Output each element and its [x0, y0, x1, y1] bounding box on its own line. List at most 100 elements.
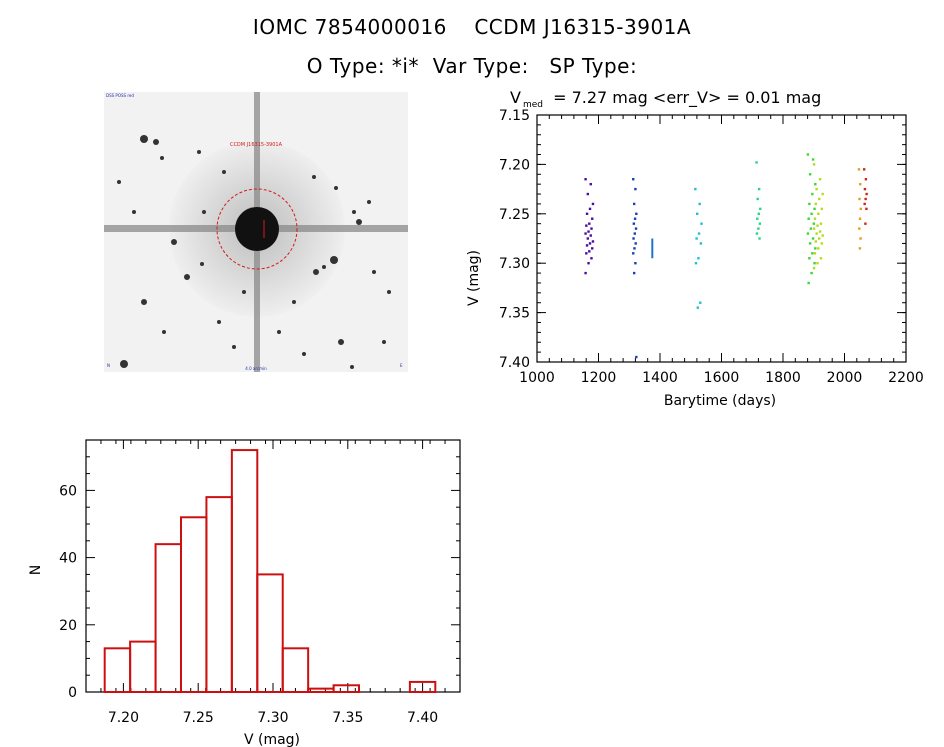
- data-point: [858, 217, 862, 220]
- data-point: [584, 232, 587, 235]
- x-tick-label: 1400: [642, 370, 678, 386]
- data-point: [810, 271, 813, 275]
- field-star: [197, 150, 201, 154]
- field-star: [292, 300, 296, 304]
- data-point: [821, 192, 824, 196]
- data-point: [589, 234, 592, 237]
- field-star: [352, 210, 356, 214]
- data-point: [694, 262, 698, 265]
- data-point: [634, 262, 637, 265]
- data-point: [591, 240, 595, 243]
- data-point: [808, 202, 811, 206]
- data-point: [696, 306, 700, 309]
- data-point: [758, 237, 761, 240]
- data-point: [591, 202, 595, 206]
- data-point: [864, 178, 868, 181]
- data-point: [812, 163, 816, 166]
- y-tick-label: 0: [68, 685, 77, 701]
- data-point: [811, 158, 815, 161]
- histogram-bar: [129, 640, 157, 694]
- y-tick-label: 60: [59, 483, 77, 499]
- x-tick-label: 1000: [519, 370, 555, 386]
- field-star: [132, 210, 136, 214]
- x-tick-label: 1600: [704, 370, 740, 386]
- data-point: [587, 230, 590, 233]
- data-point: [757, 227, 760, 230]
- field-star: [387, 290, 391, 294]
- image-scale-label: 4.0 arcmin: [245, 366, 267, 371]
- data-point: [698, 202, 701, 206]
- data-point: [814, 247, 817, 250]
- field-star: [222, 170, 226, 174]
- data-point: [634, 242, 637, 245]
- data-point: [634, 187, 637, 191]
- x-tick-label: 7.25: [183, 710, 214, 726]
- data-point: [806, 153, 810, 156]
- histogram-ylabel: N: [28, 565, 44, 575]
- data-point: [759, 207, 762, 211]
- data-point: [811, 237, 815, 240]
- star-finder-image: CCDM J16315-3901A DSS POSS red 4.0 arcmi…: [104, 92, 408, 372]
- x-tick-label: 1800: [765, 370, 801, 386]
- field-star: [217, 320, 221, 324]
- data-point: [589, 182, 592, 186]
- data-point: [864, 197, 867, 201]
- y-tick-label: 7.25: [499, 207, 530, 223]
- light-curve-xlabel: Barytime (days): [664, 393, 776, 409]
- data-point: [818, 230, 822, 233]
- field-star: [330, 256, 338, 264]
- field-star: [382, 340, 386, 344]
- data-point: [863, 202, 866, 206]
- light-curve-chart: 1000 1200 1400 1600 1800 2000 2200 7.15 7.20 7.25…: [466, 88, 924, 409]
- field-star: [372, 270, 376, 274]
- histogram-bar: [154, 543, 182, 693]
- field-star: [313, 269, 319, 275]
- field-star: [242, 290, 246, 294]
- data-point: [697, 257, 700, 260]
- data-point: [634, 227, 638, 230]
- data-point: [586, 237, 589, 240]
- data-point: [813, 217, 817, 220]
- data-point: [587, 262, 590, 265]
- histogram-bar: [179, 516, 208, 693]
- data-point: [820, 242, 824, 245]
- data-point: [633, 217, 637, 220]
- data-point: [865, 207, 868, 211]
- data-point: [807, 217, 810, 220]
- data-point: [588, 222, 591, 225]
- target-marker-circle: [216, 188, 298, 270]
- data-point: [859, 182, 862, 186]
- x-tick-label: 1200: [581, 370, 617, 386]
- x-tick-label: 2000: [827, 370, 863, 386]
- data-point: [588, 242, 592, 245]
- data-point: [813, 262, 816, 265]
- data-point: [700, 222, 703, 225]
- data-point: [696, 212, 699, 215]
- field-star: [334, 186, 338, 190]
- data-point: [632, 222, 636, 225]
- data-point: [585, 224, 588, 227]
- light-curve-title-v: V: [510, 88, 521, 107]
- histogram-chart: 7.20 7.25 7.30 7.35 7.40 0 20 40 60 V (mag) N: [28, 439, 461, 747]
- data-point: [590, 257, 593, 260]
- data-point: [590, 227, 593, 230]
- x-tick-label: 7.35: [332, 710, 363, 726]
- data-point: [863, 187, 867, 191]
- field-star: [184, 274, 190, 280]
- data-point: [695, 237, 698, 240]
- image-east-label: E: [400, 363, 403, 368]
- data-point: [697, 232, 701, 235]
- histogram-frame: [85, 439, 461, 693]
- data-point: [813, 207, 816, 211]
- y-tick-label: 20: [59, 618, 77, 634]
- light-curve-title: = 7.27 mag <err_V> = 0.01 mag: [548, 88, 821, 108]
- data-point: [585, 252, 588, 255]
- data-point: [862, 168, 866, 171]
- data-point: [808, 257, 811, 260]
- data-point: [635, 355, 638, 359]
- histogram-bar: [205, 496, 233, 694]
- data-point: [819, 257, 823, 260]
- histogram-bar: [332, 684, 361, 693]
- chart-title-line1: IOMC 7854000016 CCDM J16315-3901A: [252, 15, 692, 39]
- data-point: [819, 222, 823, 225]
